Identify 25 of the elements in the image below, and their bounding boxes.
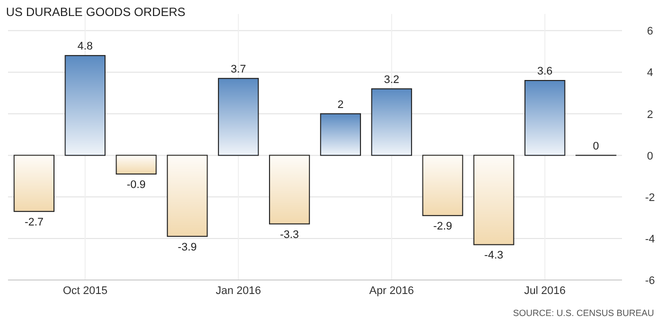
x-tick-label: Oct 2015 xyxy=(62,285,108,297)
data-label: -3.9 xyxy=(178,241,197,254)
y-tick-label: 4 xyxy=(646,67,654,80)
data-label: -3.3 xyxy=(280,228,299,241)
data-label: -2.9 xyxy=(433,220,452,233)
y-tick-label: 6 xyxy=(646,26,654,38)
data-label: 3.2 xyxy=(384,74,400,86)
data-label: -4.3 xyxy=(484,250,504,262)
y-tick-label: -6 xyxy=(645,275,655,287)
x-tick-label: Apr 2016 xyxy=(369,285,414,297)
source-note: SOURCE: U.S. CENSUS BUREAU xyxy=(512,308,654,318)
data-label: 4.8 xyxy=(77,40,93,53)
data-label: 3.6 xyxy=(537,66,553,78)
y-tick-label: 2 xyxy=(646,108,654,121)
data-label: 3.7 xyxy=(230,63,246,76)
data-label: -2.7 xyxy=(24,216,44,228)
y-tick-label: -4 xyxy=(645,233,655,246)
data-label: 0 xyxy=(592,140,600,152)
x-tick-label: Jan 2016 xyxy=(216,285,262,297)
y-tick-label: 0 xyxy=(646,150,654,162)
data-label: 2 xyxy=(337,98,344,111)
chart-title: US DURABLE GOODS ORDERS xyxy=(6,5,186,19)
y-tick-label: -2 xyxy=(645,192,655,204)
data-label: -0.9 xyxy=(126,179,146,192)
x-tick-label: Jul 2016 xyxy=(524,285,566,297)
